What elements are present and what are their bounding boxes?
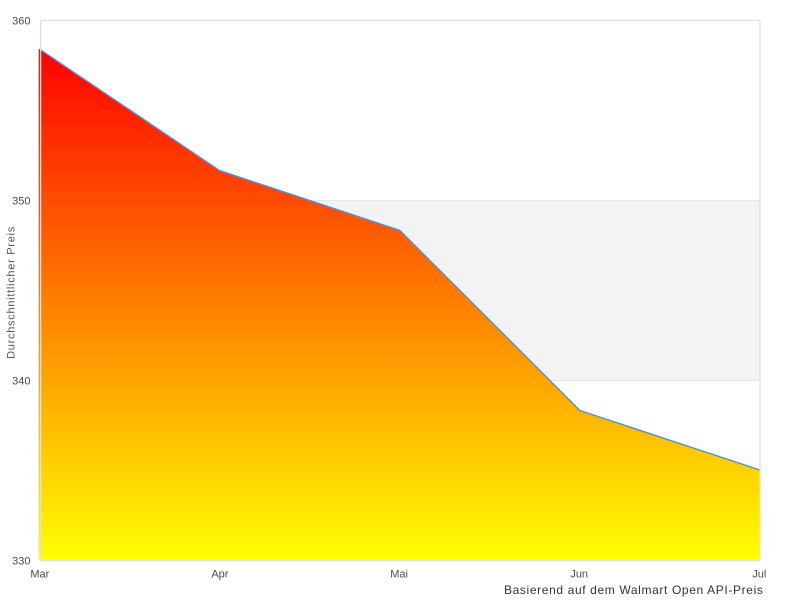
svg-text:330: 330	[12, 555, 30, 567]
svg-text:Mar: Mar	[30, 569, 49, 581]
svg-text:350: 350	[12, 195, 30, 207]
svg-text:Mai: Mai	[390, 569, 408, 581]
svg-text:Apr: Apr	[211, 569, 228, 581]
svg-text:Basierend auf dem Walmart Open: Basierend auf dem Walmart Open API-Preis	[504, 583, 764, 597]
svg-text:Jul: Jul	[752, 569, 766, 581]
svg-text:340: 340	[12, 375, 30, 387]
svg-text:Durchschnittlicher Preis: Durchschnittlicher Preis	[6, 226, 18, 359]
svg-text:360: 360	[12, 15, 30, 27]
svg-text:Jun: Jun	[570, 569, 588, 581]
